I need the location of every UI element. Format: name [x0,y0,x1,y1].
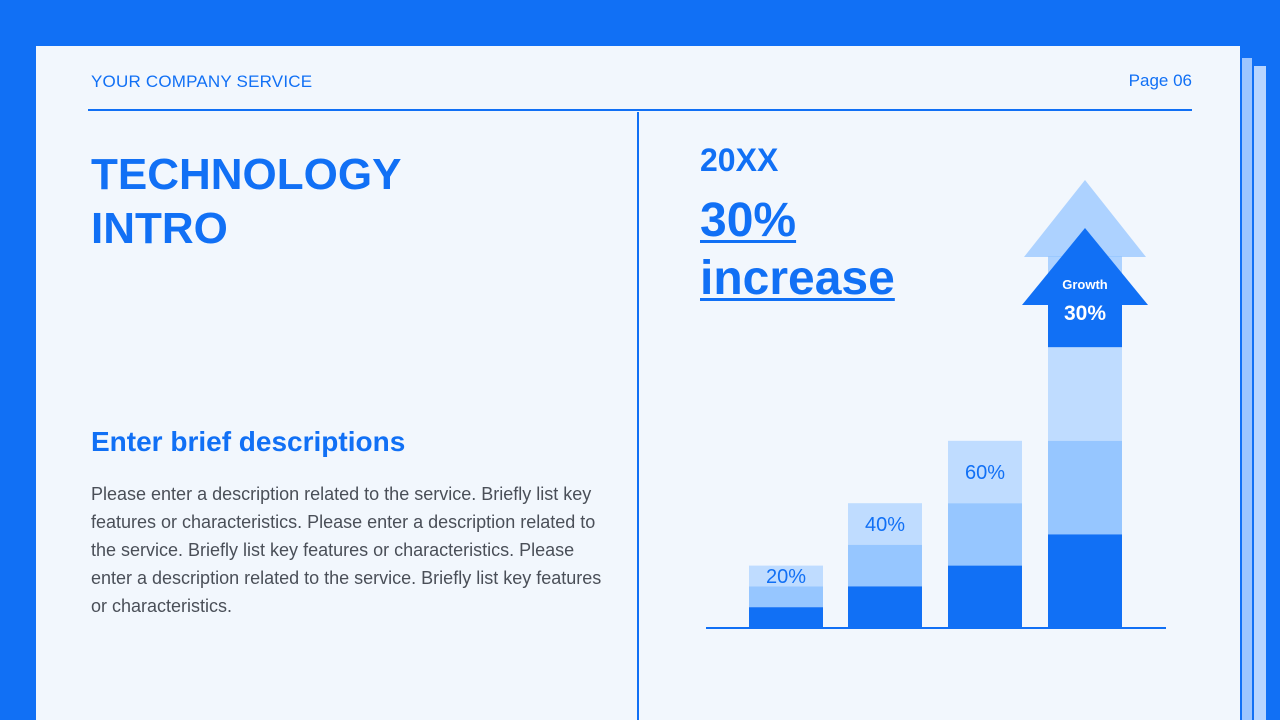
bar-segment-top [848,503,922,545]
company-service-label: YOUR COMPANY SERVICE [91,72,313,91]
bar-segment-middle [749,586,823,608]
increase-value: 30% [700,194,797,247]
growth-arrow-label: Growth [1062,277,1108,292]
section-subheading: Enter brief descriptions [91,426,406,457]
title-line-1: TECHNOLOGY [91,150,402,199]
description-text: Please enter a description related to th… [91,484,602,616]
slide: YOUR COMPANY SERVICE Page 06 TECHNOLOGY … [36,46,1240,720]
bar-data-label: 20% [766,566,806,588]
bar-segment-top [749,565,823,587]
bar-segment-bottom [948,565,1022,628]
bar-segment-middle [1048,440,1122,535]
bar-segment-middle [948,503,1022,566]
increase-label: increase [700,252,895,305]
bar-segment-bottom [848,586,922,628]
page-stack-edge [1252,66,1266,720]
bar-data-label: 40% [865,514,905,536]
title-line-2: INTRO [91,204,228,253]
growth-arrow-value: 30% [1064,302,1106,325]
growth-arrow-shaft [1048,300,1122,348]
increase-highlight: 30% increase [700,192,895,308]
column-divider [637,112,639,720]
page-title: TECHNOLOGY INTRO [91,148,401,256]
bar-segment-bottom [1048,534,1122,628]
bar-segment-middle [848,544,922,587]
bar-segment-top [948,440,1022,504]
growth-arrow-back-head [1024,180,1146,257]
growth-arrow-back-shaft [1048,256,1122,346]
page-number: Page 06 [1128,71,1192,90]
growth-arrow-head [1022,228,1148,305]
year-label: 20XX [700,142,779,178]
page-stack-edge [1240,58,1252,720]
bar-data-label: 60% [965,462,1005,484]
header-divider [88,109,1192,111]
bar-segment-top [1048,347,1122,441]
bar-segment-bottom [749,607,823,628]
